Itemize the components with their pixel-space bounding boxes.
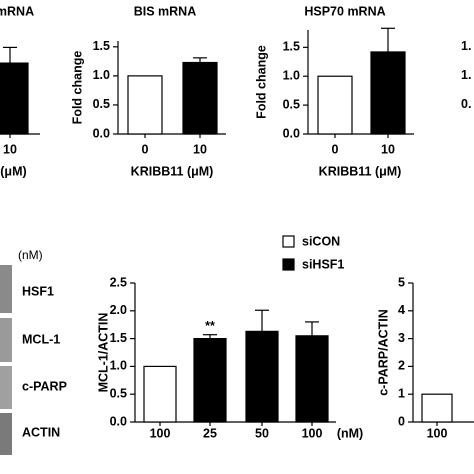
y-tick-label: 0.5 xyxy=(283,97,300,111)
blot-label: c-PARP xyxy=(22,379,67,393)
chart-title: HSP70 mRNA xyxy=(304,4,385,18)
legend-swatch xyxy=(282,235,295,248)
x-tick-label: 25 xyxy=(203,426,217,440)
blot-label: ACTIN xyxy=(22,425,60,439)
y-tick-label: 0. xyxy=(461,97,471,111)
bar xyxy=(0,62,29,135)
y-tick-label: 1.5 xyxy=(93,39,110,53)
y-tick-label: 2 xyxy=(398,359,405,373)
y-tick-label: 1.5 xyxy=(110,331,127,345)
x-tick-label: 50 xyxy=(255,426,269,440)
blot-label: HSF1 xyxy=(22,284,54,298)
y-tick-label: 0.0 xyxy=(283,126,300,140)
y-tick-label: 4 xyxy=(398,303,405,317)
y-axis-label: Fold change xyxy=(254,45,268,119)
legend-label: siHSF1 xyxy=(302,257,344,271)
bar xyxy=(295,335,329,423)
x-tick-label: 10 xyxy=(381,142,395,156)
x-tick-label: 100 xyxy=(302,426,323,440)
x-tick-label: 100 xyxy=(150,426,171,440)
blot-label: MCL-1 xyxy=(22,332,60,346)
y-tick-label: 1. xyxy=(461,68,471,82)
bar xyxy=(370,51,406,135)
y-tick-label: 0 xyxy=(398,414,405,428)
blot-band xyxy=(0,265,12,313)
western-blot: (nM) HSF1 MCL-1 c-PARP ACTIN xyxy=(0,248,67,455)
y-tick-label: 3 xyxy=(398,331,405,345)
legend-swatch xyxy=(282,258,295,271)
chart-title: mRNA xyxy=(0,4,34,18)
y-tick-label: 0.0 xyxy=(110,414,127,428)
y-tick-label: 0.0 xyxy=(93,126,110,140)
y-tick-label: 1. xyxy=(461,39,471,53)
y-tick-label: 1.5 xyxy=(283,40,300,54)
bar xyxy=(127,75,163,135)
y-tick-label: 0.5 xyxy=(93,97,110,111)
y-tick-label: 1 xyxy=(398,386,405,400)
y-tick-label: 1.0 xyxy=(93,68,110,82)
chart-title: BIS mRNA xyxy=(134,4,197,18)
y-tick-label: 0.5 xyxy=(110,386,127,400)
blot-band xyxy=(0,318,12,362)
bar xyxy=(143,365,177,423)
bar xyxy=(317,75,353,135)
x-unit: (nM) xyxy=(337,426,363,440)
x-axis-label: I (μM) xyxy=(0,164,27,178)
bar xyxy=(182,61,218,135)
x-tick-label: 10 xyxy=(193,142,207,156)
blot-unit: (nM) xyxy=(18,248,43,262)
y-tick-label: 2.5 xyxy=(110,275,127,289)
blot-band xyxy=(0,413,12,455)
y-tick-label: 2.0 xyxy=(110,303,127,317)
legend-label: siCON xyxy=(302,234,340,248)
annotation: ** xyxy=(205,319,215,333)
y-axis-label: c-PARP/ACTIN xyxy=(376,309,390,396)
y-tick-label: 1.0 xyxy=(110,359,127,373)
x-tick-label: 100 xyxy=(427,426,448,440)
bar xyxy=(193,338,227,423)
x-axis-label: KRIBB11 (μM) xyxy=(131,164,214,178)
y-tick-label: 1.0 xyxy=(283,69,300,83)
y-axis-label: Fold change xyxy=(70,51,84,125)
blot-band xyxy=(0,366,12,409)
x-tick-label: 0 xyxy=(142,142,149,156)
x-tick-label: 0 xyxy=(332,142,339,156)
y-tick-label: 5 xyxy=(398,275,405,289)
bar xyxy=(245,330,279,423)
x-tick-label: 10 xyxy=(3,142,17,156)
bar xyxy=(421,393,453,423)
y-axis-label: MCL-1/ACTIN xyxy=(96,313,110,393)
x-axis-label: KRIBB11 (μM) xyxy=(319,164,402,178)
